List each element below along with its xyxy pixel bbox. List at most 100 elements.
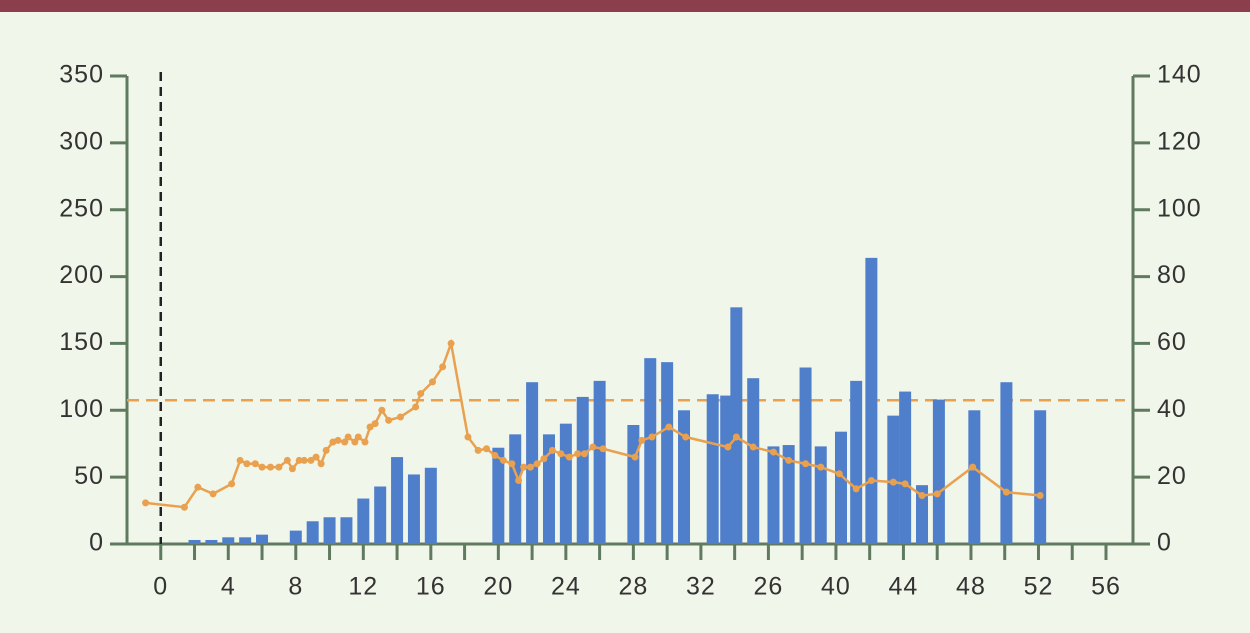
line-point <box>371 420 379 428</box>
x-tick-label: 44 <box>889 573 919 601</box>
line-point <box>933 490 941 498</box>
line-point <box>580 450 588 458</box>
bar <box>289 530 302 544</box>
line-point <box>288 465 296 473</box>
line-point <box>483 445 491 453</box>
line-point <box>396 413 404 421</box>
y-tick-label: 50 <box>74 462 104 490</box>
y2-tick-label: 80 <box>1157 261 1187 289</box>
y2-tick-label: 60 <box>1157 328 1187 356</box>
y-tick-label: 0 <box>89 529 104 557</box>
bar <box>747 378 760 544</box>
line-point <box>817 463 825 471</box>
line <box>145 338 1041 509</box>
line-point <box>867 476 875 484</box>
y2-tick-label: 120 <box>1157 127 1202 155</box>
bar <box>968 410 981 544</box>
line-point <box>574 450 582 458</box>
x-tick-label: 52 <box>1024 573 1054 601</box>
line-point <box>378 406 386 414</box>
bar <box>627 424 640 544</box>
line-point <box>295 456 303 464</box>
bar <box>1000 382 1013 544</box>
bar <box>799 367 812 544</box>
line-point <box>447 339 455 347</box>
y2-tick-label: 0 <box>1157 529 1172 557</box>
y2-tick-label: 100 <box>1157 194 1202 222</box>
line-point <box>464 433 472 441</box>
bar <box>323 517 336 544</box>
bar <box>850 380 863 544</box>
line-point <box>548 446 556 454</box>
top-band <box>0 0 1250 12</box>
line-point <box>835 470 843 478</box>
line-point <box>520 463 528 471</box>
line-point <box>565 453 573 461</box>
line-point <box>283 456 291 464</box>
line-point <box>638 436 646 444</box>
bar <box>256 534 269 544</box>
bar <box>374 486 387 544</box>
line-point <box>209 490 217 498</box>
bar <box>865 257 878 544</box>
bar <box>932 399 945 544</box>
line-point <box>969 463 977 471</box>
line-point <box>769 448 777 456</box>
line-point <box>228 480 236 488</box>
line-point <box>258 463 266 471</box>
line-point <box>439 363 447 371</box>
bar <box>526 382 539 544</box>
line-point <box>1036 492 1044 500</box>
line-point <box>557 450 565 458</box>
y-tick-label: 150 <box>59 328 104 356</box>
bar <box>720 395 733 544</box>
x-tick-label: 26 <box>754 573 784 601</box>
bar <box>424 467 437 544</box>
y-tick-label: 250 <box>59 194 104 222</box>
bar <box>509 434 522 544</box>
line-point <box>901 480 909 488</box>
line-point <box>385 416 393 424</box>
bar <box>188 539 201 544</box>
line-point <box>515 476 523 484</box>
line-point <box>599 445 607 453</box>
x-tick-label: 0 <box>153 573 168 601</box>
line-point <box>354 433 362 441</box>
bar <box>559 423 572 544</box>
bar <box>391 457 404 544</box>
line-point <box>589 443 597 451</box>
line-point <box>275 463 283 471</box>
line-point <box>243 460 251 468</box>
line-point <box>366 423 374 431</box>
line-point <box>540 455 548 463</box>
line-point <box>648 433 656 441</box>
x-tick-label: 8 <box>288 573 303 601</box>
bar <box>357 498 370 544</box>
line-point <box>1002 488 1010 496</box>
x-tick-label: 48 <box>956 573 986 601</box>
y2-tick-label: 20 <box>1157 462 1187 490</box>
line-point <box>344 433 352 441</box>
bar <box>306 521 319 544</box>
x-tick-label: 40 <box>821 573 851 601</box>
line-point <box>361 438 369 446</box>
x-tick-label: 16 <box>416 573 446 601</box>
bar <box>767 446 780 544</box>
line-point <box>251 460 259 468</box>
x-tick-label: 32 <box>686 573 716 601</box>
y-tick-label: 100 <box>59 395 104 423</box>
bar <box>222 537 235 544</box>
bar <box>678 410 691 544</box>
line-point <box>142 499 150 507</box>
bar <box>542 434 555 544</box>
line-point <box>266 463 274 471</box>
bar <box>340 517 353 544</box>
line-point <box>180 503 188 511</box>
line-point <box>300 456 308 464</box>
line-point <box>417 390 425 398</box>
line-point <box>802 460 810 468</box>
bar <box>916 485 929 544</box>
line-point <box>682 433 690 441</box>
x-tick-label: 56 <box>1091 573 1121 601</box>
bar <box>661 362 674 544</box>
